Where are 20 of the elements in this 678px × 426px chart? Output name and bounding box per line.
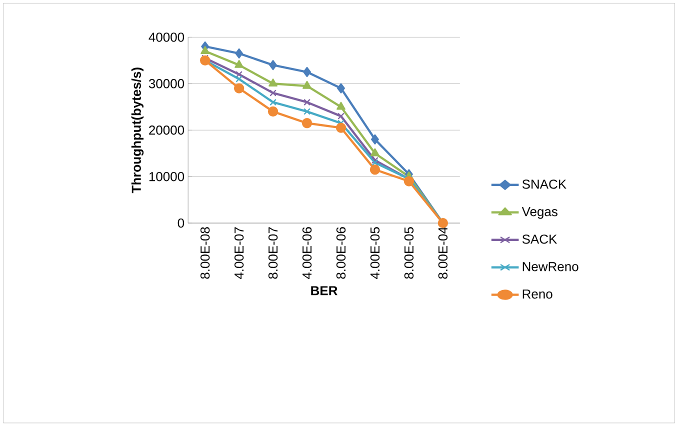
x-tick-label: 8.00E-08: [200, 227, 210, 279]
legend-label: Reno: [522, 290, 552, 299]
y-tick-label: 40000: [148, 32, 184, 42]
legend-label: SNACK: [522, 180, 566, 189]
y-tick-label: 20000: [149, 125, 184, 135]
x-tick-label: 4.00E-06: [302, 227, 312, 279]
x-tick-label: 8.00E-05: [404, 227, 414, 279]
legend-label: Vegas: [522, 207, 558, 219]
x-axis-title: BER: [311, 286, 338, 296]
y-tick-label: 0: [178, 218, 184, 228]
x-tick-label: 8.00E-04: [438, 226, 448, 279]
y-axis-title: Throughput(bytes/s): [131, 68, 144, 194]
x-tick-label: 8.00E-06: [336, 227, 346, 279]
y-tick-label: 30000: [148, 78, 184, 88]
legend-label: NewReno: [522, 262, 578, 272]
legend-label: SACK: [522, 234, 558, 244]
y-tick-label: 10000: [149, 172, 184, 182]
x-tick-label: 4.00E-07: [234, 227, 244, 279]
x-tick-label: 4.00E-05: [370, 227, 380, 279]
x-tick-label: 8.00E-07: [268, 227, 278, 279]
